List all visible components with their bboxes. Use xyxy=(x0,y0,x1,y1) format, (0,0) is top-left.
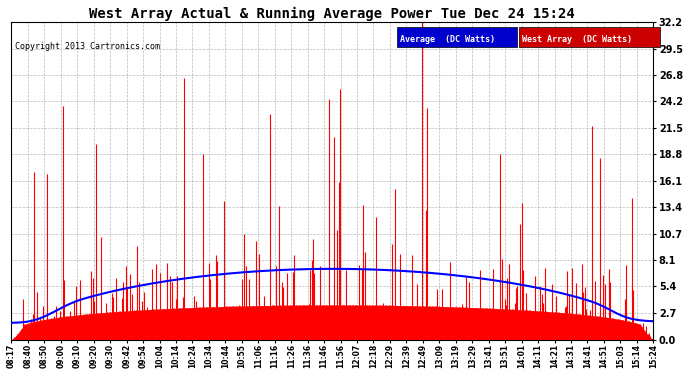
Text: Copyright 2013 Cartronics.com: Copyright 2013 Cartronics.com xyxy=(15,42,160,51)
Text: Average  (DC Watts): Average (DC Watts) xyxy=(400,35,495,44)
Title: West Array Actual & Running Average Power Tue Dec 24 15:24: West Array Actual & Running Average Powe… xyxy=(90,7,575,21)
Text: West Array  (DC Watts): West Array (DC Watts) xyxy=(522,35,632,44)
